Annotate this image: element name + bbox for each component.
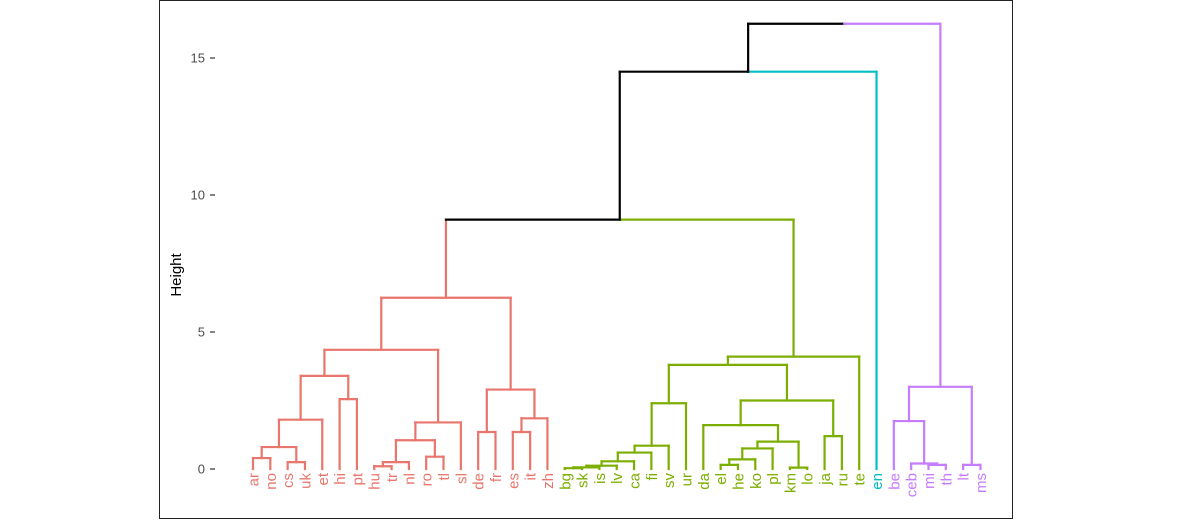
leaf-label-ceb: ceb: [904, 473, 921, 497]
leaf-label-be: be: [886, 473, 903, 490]
y-tick-label: 15: [191, 51, 205, 66]
leaf-label-da: da: [696, 472, 713, 489]
leaf-label-hi: hi: [332, 473, 349, 485]
leaf-label-es: es: [505, 473, 522, 489]
leaf-label-ro: ro: [419, 473, 436, 486]
leaf-label-lv: lv: [609, 473, 626, 484]
leaf-label-th: th: [938, 473, 955, 486]
dendrogram-branches: [251, 22, 982, 471]
leaf-label-sk: sk: [575, 473, 592, 489]
leaf-label-ur: ur: [679, 473, 696, 486]
leaf-label-mi: mi: [921, 473, 938, 489]
leaf-label-el: el: [713, 473, 730, 485]
leaf-label-pt: pt: [349, 472, 366, 485]
leaf-label-km: km: [782, 473, 799, 493]
y-axis: 0 5 10 15: [191, 51, 215, 477]
leaf-label-te: te: [852, 473, 869, 486]
leaf-label-lo: lo: [800, 473, 817, 485]
leaf-label-cs: cs: [280, 473, 297, 488]
leaf-label-ru: ru: [834, 473, 851, 486]
leaf-label-en: en: [869, 473, 886, 490]
leaf-label-zh: zh: [540, 473, 557, 489]
leaf-label-tl: tl: [436, 473, 453, 481]
leaf-label-no: no: [263, 473, 280, 490]
y-tick-label: 0: [198, 462, 205, 477]
leaf-label-pl: pl: [765, 473, 782, 485]
leaf-label-ar: ar: [246, 473, 263, 486]
chart-frame: [159, 0, 1013, 519]
y-tick-label: 5: [198, 325, 205, 340]
leaf-label-is: is: [592, 473, 609, 484]
leaf-label-ja: ja: [817, 472, 834, 485]
leaf-label-hu: hu: [367, 473, 384, 490]
leaf-label-tr: tr: [384, 473, 401, 482]
leaf-label-bg: bg: [557, 473, 574, 490]
y-axis-title: Height: [168, 252, 185, 296]
leaf-label-it: it: [523, 472, 540, 480]
leaf-label-ko: ko: [748, 473, 765, 489]
leaf-labels: ar no cs uk et hi pt hu tr nl ro tl sl de fr es it zh bg sk…: [246, 472, 990, 497]
y-tick-label: 10: [191, 188, 205, 203]
leaf-label-fr: fr: [488, 473, 505, 482]
leaf-label-de: de: [471, 473, 488, 490]
leaf-label-ca: ca: [627, 472, 644, 489]
leaf-label-he: he: [730, 473, 747, 490]
leaf-label-sv: sv: [661, 473, 678, 489]
leaf-label-uk: uk: [297, 473, 314, 489]
leaf-label-et: et: [315, 472, 332, 485]
leaf-label-fi: fi: [644, 473, 661, 481]
leaf-label-sl: sl: [453, 473, 470, 484]
leaf-label-lt: lt: [956, 472, 973, 480]
leaf-label-nl: nl: [401, 473, 418, 485]
leaf-label-ms: ms: [973, 473, 990, 493]
